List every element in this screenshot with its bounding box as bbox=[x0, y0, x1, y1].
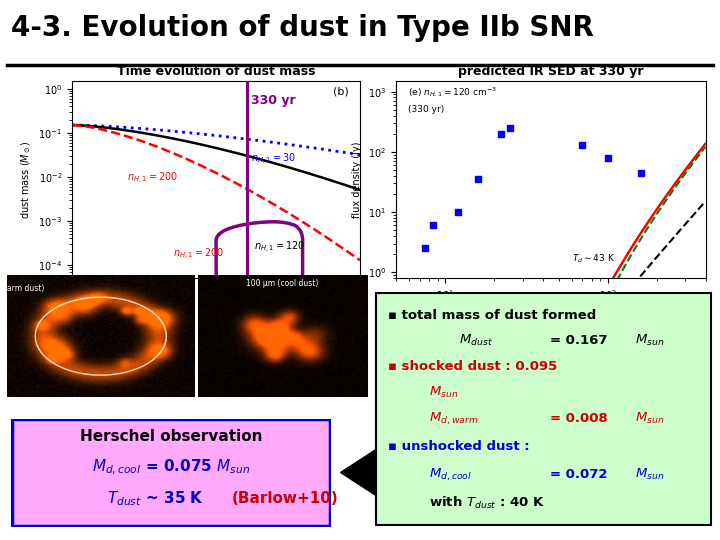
Y-axis label: flux density (Jy): flux density (Jy) bbox=[352, 141, 362, 218]
Text: shocked dust in the SNR: shocked dust in the SNR bbox=[117, 400, 261, 410]
Point bbox=[635, 168, 647, 177]
Text: = 0.008: = 0.008 bbox=[550, 412, 608, 425]
Text: 4-3. Evolution of dust in Type IIb SNR: 4-3. Evolution of dust in Type IIb SNR bbox=[11, 14, 594, 42]
Text: $M_{d,cool}$ = 0.075 $M_{sun}$: $M_{d,cool}$ = 0.075 $M_{sun}$ bbox=[92, 457, 250, 477]
Text: = 0.167: = 0.167 bbox=[550, 334, 608, 347]
Y-axis label: dust mass ($M_\odot$): dust mass ($M_\odot$) bbox=[19, 140, 32, 219]
FancyArrow shape bbox=[341, 447, 401, 498]
Text: $n_{H,1}=120$: $n_{H,1}=120$ bbox=[254, 240, 306, 255]
Text: $T_{dust}$ ~ 35 K: $T_{dust}$ ~ 35 K bbox=[107, 489, 204, 508]
Text: ▪ unshocked dust :: ▪ unshocked dust : bbox=[388, 440, 530, 453]
Text: (e) $n_{H,1}=120$ cm$^{-3}$: (e) $n_{H,1}=120$ cm$^{-3}$ bbox=[408, 85, 498, 99]
Point bbox=[602, 153, 613, 162]
Text: $n_{H,1}=30$: $n_{H,1}=30$ bbox=[251, 151, 296, 166]
Text: $M_{sun}$: $M_{sun}$ bbox=[635, 333, 665, 348]
Text: 100 μm (cool dust): 100 μm (cool dust) bbox=[246, 279, 319, 288]
Text: Herschel observation: Herschel observation bbox=[80, 429, 262, 444]
Text: $n_{H,1}=200$: $n_{H,1}=200$ bbox=[173, 247, 224, 262]
Text: $M_{sun}$: $M_{sun}$ bbox=[635, 467, 665, 482]
Text: $M_{sun}$: $M_{sun}$ bbox=[635, 411, 665, 426]
Title: Time evolution of dust mass: Time evolution of dust mass bbox=[117, 65, 315, 78]
Point bbox=[419, 244, 431, 253]
Point bbox=[428, 221, 439, 230]
Point bbox=[504, 124, 516, 132]
Text: $n_{H,1}=200$: $n_{H,1}=200$ bbox=[127, 171, 178, 186]
Text: $M_{dust}$: $M_{dust}$ bbox=[459, 333, 493, 348]
Title: predicted IR SED at 330 yr: predicted IR SED at 330 yr bbox=[458, 65, 644, 78]
Text: with $T_{dust}$ : 40 K: with $T_{dust}$ : 40 K bbox=[428, 495, 544, 511]
Text: 24 μm (warm dust): 24 μm (warm dust) bbox=[0, 284, 44, 293]
Text: 330 yr: 330 yr bbox=[251, 94, 296, 107]
Text: $M_{sun}$: $M_{sun}$ bbox=[428, 385, 458, 400]
Text: ▪ total mass of dust formed: ▪ total mass of dust formed bbox=[388, 308, 596, 322]
FancyBboxPatch shape bbox=[12, 419, 330, 526]
Text: (Barlow+10): (Barlow+10) bbox=[232, 491, 338, 506]
Text: = 0.072: = 0.072 bbox=[550, 468, 608, 481]
Text: $M_{d,warm}$: $M_{d,warm}$ bbox=[428, 410, 478, 427]
Text: ▪ shocked dust : 0.095: ▪ shocked dust : 0.095 bbox=[388, 360, 557, 373]
Text: (330 yr): (330 yr) bbox=[408, 105, 445, 113]
FancyBboxPatch shape bbox=[376, 293, 711, 525]
Point bbox=[577, 140, 588, 149]
Point bbox=[472, 175, 484, 184]
Text: $T_d{\sim}43$ K: $T_d{\sim}43$ K bbox=[572, 253, 615, 265]
Point bbox=[495, 130, 506, 138]
Text: (b): (b) bbox=[333, 87, 348, 97]
X-axis label: wavelength ($\mu$m): wavelength ($\mu$m) bbox=[508, 307, 593, 321]
Point bbox=[452, 208, 464, 217]
Text: $M_{d,cool}$: $M_{d,cool}$ bbox=[428, 467, 472, 483]
